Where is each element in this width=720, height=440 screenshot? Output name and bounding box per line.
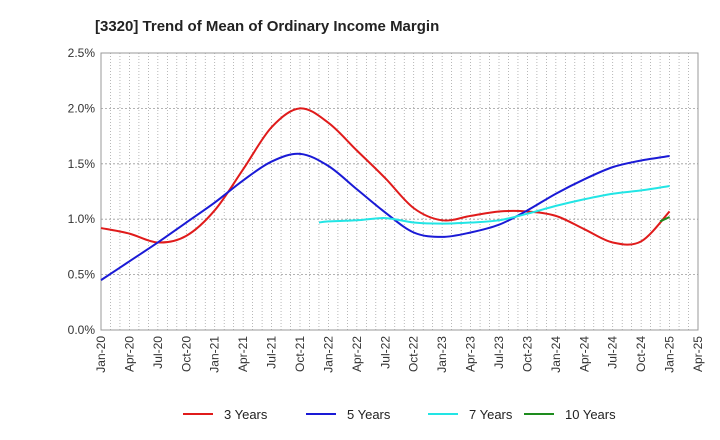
series-line-5-years — [100, 152, 670, 281]
x-tick-label: Jan-25 — [663, 336, 677, 373]
x-tick-label: Apr-21 — [236, 336, 250, 372]
series-line-3-years — [100, 107, 671, 246]
y-tick-label: 0.0% — [68, 323, 96, 337]
plot-area — [100, 52, 699, 331]
x-tick-label: Oct-22 — [407, 336, 421, 372]
x-axis: Jan-20 Apr-20 Jul-20 Oct-20 Jan-21 Apr-21 Jul-… — [94, 336, 705, 373]
legend-label: 7 Years — [469, 407, 513, 422]
y-tick-label: 2.5% — [68, 46, 96, 60]
x-tick-label: Jan-24 — [549, 336, 563, 373]
series-line-7-years — [318, 184, 670, 225]
x-tick-label: Apr-23 — [464, 336, 478, 372]
x-tick-label: Apr-24 — [577, 336, 591, 372]
x-tick-label: Jan-21 — [208, 336, 222, 373]
x-tick-label: Jan-23 — [435, 336, 449, 373]
y-tick-label: 2.0% — [68, 101, 96, 115]
x-tick-label: Jul-24 — [606, 336, 620, 369]
y-axis: 0.0% 0.5% 1.0% 1.5% 2.0% 2.5% — [68, 46, 96, 337]
x-tick-label: Oct-24 — [634, 336, 648, 372]
y-tick-label: 1.5% — [68, 157, 96, 171]
series-lines — [100, 107, 671, 281]
legend-label: 5 Years — [347, 407, 391, 422]
x-tick-label: Oct-23 — [520, 336, 534, 372]
x-tick-label: Jul-23 — [492, 336, 506, 369]
legend-label: 10 Years — [565, 407, 616, 422]
chart-title: [3320] Trend of Mean of Ordinary Income … — [95, 18, 439, 35]
x-tick-label: Oct-21 — [293, 336, 307, 372]
x-tick-label: Jan-20 — [94, 336, 108, 373]
y-tick-label: 1.0% — [68, 212, 96, 226]
x-tick-label: Jan-22 — [321, 336, 335, 373]
x-tick-label: Oct-20 — [179, 336, 193, 372]
grid — [101, 53, 698, 330]
series-line-10-years — [659, 216, 670, 223]
x-tick-label: Apr-22 — [350, 336, 364, 372]
x-tick-label: Jul-22 — [378, 336, 392, 369]
x-tick-label: Jul-21 — [265, 336, 279, 369]
legend: 3 Years 5 Years 7 Years 10 Years — [183, 407, 616, 422]
x-tick-label: Apr-20 — [122, 336, 136, 372]
x-tick-label: Apr-25 — [691, 336, 705, 372]
x-tick-label: Jul-20 — [151, 336, 165, 369]
legend-label: 3 Years — [224, 407, 268, 422]
y-tick-label: 0.5% — [68, 268, 96, 282]
